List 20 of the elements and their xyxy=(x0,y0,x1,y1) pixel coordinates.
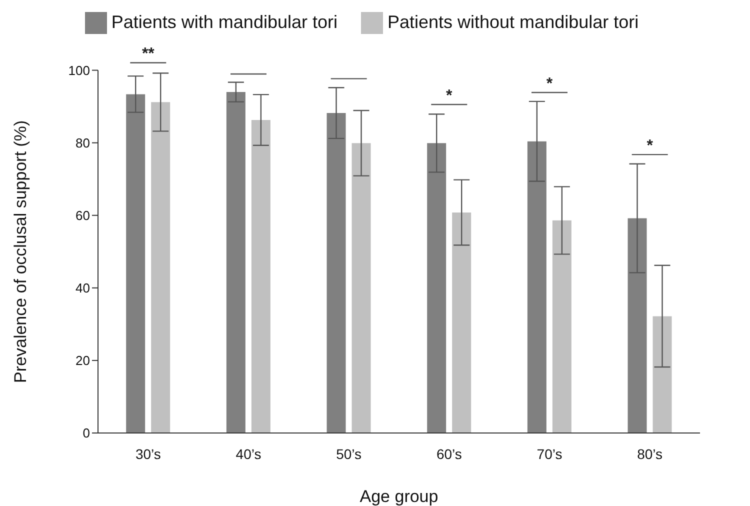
x-tick-label: 50’s xyxy=(336,446,362,462)
annotation: * xyxy=(646,138,654,155)
x-tick-label: 80’s xyxy=(637,446,663,462)
legend-label: Patients without mandibular tori xyxy=(387,12,639,32)
x-tick-label: 30’s xyxy=(135,446,161,462)
x-tick-label: 70’s xyxy=(536,446,562,462)
y-axis-title: Prevalence of occlusal support (%) xyxy=(11,120,30,383)
text: ** xyxy=(142,46,156,63)
y-tick-label: 20 xyxy=(76,353,90,368)
y-tick-label: 100 xyxy=(68,62,90,78)
y-tick-label: 80 xyxy=(76,135,90,150)
x-tick-label: 40’s xyxy=(236,446,262,462)
x-tick-label: 60’s xyxy=(436,446,462,462)
x-axis-title: Age group xyxy=(360,487,438,506)
y-tick-label: 40 xyxy=(76,280,90,296)
y-tick-label: 0 xyxy=(82,426,90,441)
annotation: * xyxy=(546,76,554,93)
annotation: * xyxy=(446,87,454,104)
legend-label: Patients with mandibular tori xyxy=(111,12,338,32)
y-tick-label: 60 xyxy=(76,208,90,223)
